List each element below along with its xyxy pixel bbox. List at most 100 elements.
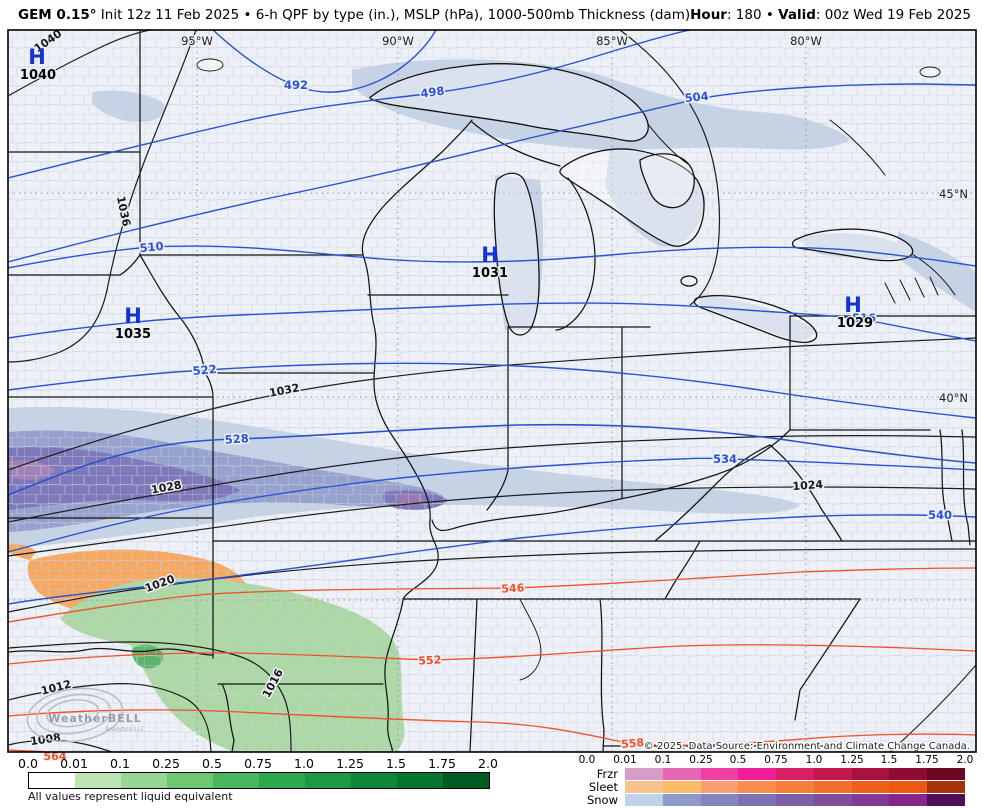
color-cell (776, 794, 814, 806)
ptype-tick: 1.25 (840, 754, 864, 766)
color-cell (813, 794, 852, 806)
sleet-colorbar (625, 781, 966, 793)
qpf-legend-ticks: 0.0 0.01 0.1 0.25 0.5 0.75 1.0 1.25 1.5 … (0, 756, 520, 771)
qpf-tick: 1.75 (428, 756, 456, 771)
color-cell (738, 781, 777, 793)
lake-of-the-woods (196, 58, 224, 72)
color-cell (889, 794, 928, 806)
logo-swirl-mid (36, 693, 112, 735)
color-cell (927, 781, 966, 793)
isobar-label-1032: 1032 (268, 381, 301, 400)
isobar-label-1024: 1024 (792, 478, 824, 493)
logo-swirl-outer (26, 687, 124, 743)
isobar-labels: 1040 1036 1032 1028 1024 1020 1016 1012 … (28, 30, 825, 750)
thickness-label-492: 492 (284, 78, 308, 92)
lake-st-clair (680, 275, 698, 287)
color-cell (776, 768, 814, 780)
hour-value: : 180 (726, 6, 762, 23)
color-cell (813, 781, 852, 793)
color-cell (625, 768, 663, 780)
ptype-tick: 0.0 (578, 754, 596, 766)
high-value-1: 1040 (20, 68, 56, 83)
color-cell (625, 794, 663, 806)
high-value-2: 1035 (115, 327, 151, 342)
ptype-label-sleet: Sleet (588, 780, 618, 794)
thickness-label-528: 528 (224, 431, 249, 447)
lon-label-80w: 80°W (790, 34, 822, 48)
chart-title: GEM 0.15° Init 12z 11 Feb 2025 • 6-h QPF… (0, 7, 690, 23)
ptype-tick: 1.5 (880, 754, 898, 766)
ptype-tick: 0.1 (654, 754, 672, 766)
qpf-tick: 0.25 (152, 756, 180, 771)
qpf-tick: 0.0 (18, 756, 38, 771)
color-cell (662, 781, 701, 793)
thickness-contours-warm (8, 567, 976, 752)
color-cell (305, 773, 351, 788)
frzr-colorbar (625, 768, 966, 780)
thickness-label-516: 516 (852, 311, 876, 325)
color-cell (700, 794, 739, 806)
color-cell (167, 773, 213, 788)
finger-lakes (884, 276, 939, 304)
header-bar: GEM 0.15° Init 12z 11 Feb 2025 • 6-h QPF… (0, 0, 984, 29)
valid-value: : 00z Wed 19 Feb 2025 (815, 6, 972, 23)
title-rest: Init 12z 11 Feb 2025 • 6-h QPF by type (… (96, 6, 691, 23)
qpf-legend-note: All values represent liquid equivalent (28, 790, 233, 803)
ptype-label-snow: Snow (586, 793, 618, 807)
high-symbol-2: H (124, 304, 142, 328)
qpf-tick: 2.0 (478, 756, 498, 771)
color-cell (259, 773, 305, 788)
qpf-colorbar (28, 772, 490, 789)
pressure-highs: H 1040 H 1035 H 1031 H 1029 (19, 45, 875, 343)
ptype-legend-ticks: 0.0 0.01 0.1 0.25 0.5 0.75 1.0 1.25 1.5 … (0, 754, 984, 766)
qpf-tick: 1.5 (386, 756, 406, 771)
color-cell (889, 768, 928, 780)
logo-swirl-inner (46, 699, 100, 728)
color-cell (738, 768, 777, 780)
color-cell (738, 794, 777, 806)
color-cell (397, 773, 443, 788)
thickness-label-558: 558 (621, 736, 645, 751)
lat-label-40n: 40°N (939, 391, 968, 405)
graticule (8, 30, 976, 752)
color-cell (776, 781, 814, 793)
color-cell (213, 773, 259, 788)
thickness-label-546: 546 (501, 581, 525, 595)
model-name: GEM 0.15° (18, 6, 97, 23)
high-value-4: 1029 (837, 316, 873, 331)
lat-label-45n: 45°N (939, 187, 968, 201)
color-cell (625, 781, 663, 793)
color-cell (29, 773, 75, 788)
thickness-contours-cold (8, 30, 976, 605)
high-value-3: 1031 (472, 266, 508, 281)
map-layers: 1040 1036 1032 1028 1024 1020 1016 1012 … (8, 30, 976, 752)
snow-colorbar (625, 794, 966, 806)
color-cell (851, 794, 890, 806)
valid-label: Valid (778, 6, 816, 23)
color-cell (443, 773, 489, 788)
high-symbol-4: H (844, 293, 862, 317)
ptype-tick: 2.0 (956, 754, 974, 766)
watermark-brand: WeatherBELL (48, 712, 142, 725)
color-cell (700, 781, 739, 793)
qpf-tick: 0.75 (244, 756, 272, 771)
thickness-label-534: 534 (713, 452, 737, 466)
thickness-label-510: 510 (139, 239, 164, 255)
color-cell (351, 773, 397, 788)
qpf-tick: 0.1 (110, 756, 130, 771)
lon-label-85w: 85°W (596, 34, 628, 48)
color-cell (662, 794, 701, 806)
watermark-logo: WeatherBELL Analytics LLC (26, 687, 145, 743)
qpf-tick: 0.01 (60, 756, 88, 771)
color-cell (851, 768, 890, 780)
ptype-tick: 0.75 (764, 754, 788, 766)
color-cell (813, 768, 852, 780)
lake-erie (693, 295, 818, 344)
color-cell (121, 773, 167, 788)
map-frame (7, 29, 977, 753)
header-separator: • (761, 6, 779, 23)
color-cell (927, 794, 966, 806)
thickness-label-498: 498 (420, 83, 446, 100)
color-cell (75, 773, 121, 788)
